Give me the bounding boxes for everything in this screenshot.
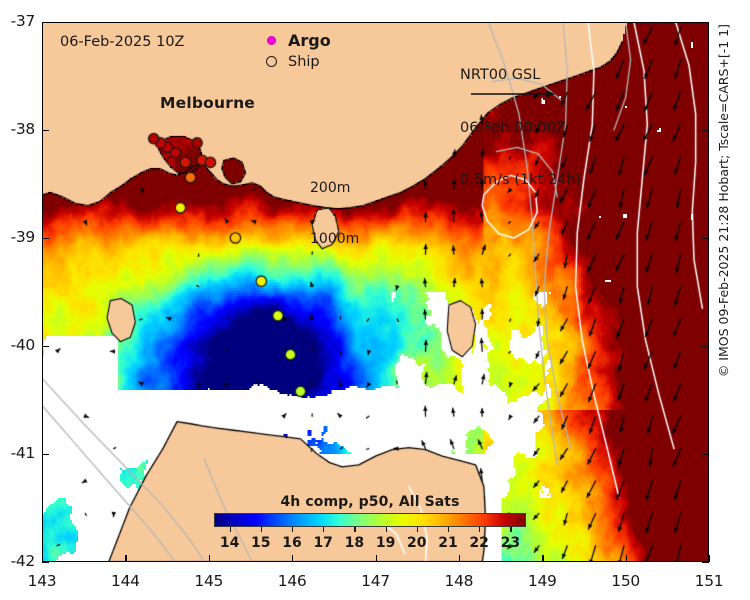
x-tick-label: 145: [194, 572, 224, 590]
x-tick-mark: [458, 555, 461, 562]
colorbar-tick-label: 21: [438, 535, 458, 551]
colorbar-tick-labels: 14 15 16 17 18 19 20 21 22 23: [214, 535, 526, 553]
x-tick-mark: [375, 555, 377, 562]
x-tick-label: 143: [27, 572, 57, 590]
colorbar-tick: [385, 527, 387, 532]
velocity-scale-arrow-icon: [471, 90, 555, 98]
colorbar-tick: [479, 527, 481, 532]
attribution-block: © IMOS 09-Feb-2025 21:28 Hobart; Tscale=…: [713, 22, 733, 562]
x-tick-label: 149: [527, 572, 557, 590]
y-tick-mark: [42, 130, 49, 132]
colorbar-tick: [416, 527, 419, 532]
colorbar-tick: [510, 527, 512, 532]
y-tick-mark: [42, 22, 49, 24]
x-tick-mark: [292, 555, 294, 562]
y-tick-label: -39: [10, 228, 36, 246]
colorbar-tick: [229, 527, 231, 532]
colorbar-gradient: [214, 513, 526, 527]
model-info-block: NRT00 GSL 06-Feb 00:00Z 0.5m/s (1kt 24h): [460, 32, 581, 225]
y-tick-mark: [702, 22, 709, 24]
y-tick-mark: [702, 346, 709, 348]
y-tick-label: -37: [10, 12, 36, 30]
x-tick-mark: [42, 555, 44, 562]
y-tick-label: -42: [10, 552, 36, 570]
colorbar-tick-label: 20: [407, 535, 427, 551]
y-tick-label: -38: [10, 120, 36, 138]
ship-circle-icon: [260, 56, 282, 67]
x-tick-label: 146: [277, 572, 307, 590]
y-tick-mark: [702, 454, 709, 456]
colorbar-tick-label: 22: [469, 535, 489, 551]
x-tick-mark: [208, 555, 211, 562]
legend-row-ship: Ship: [260, 51, 331, 72]
x-tick-label: 151: [694, 572, 724, 590]
x-tick-mark: [709, 555, 711, 562]
model-name: NRT00 GSL: [460, 67, 541, 83]
colorbar-tick-label: 16: [282, 535, 302, 551]
x-tick-label: 148: [444, 572, 474, 590]
x-tick-label: 144: [111, 572, 140, 590]
bathymetry-contour-label: 200m 1000m: [310, 146, 359, 282]
colorbar-tick: [354, 527, 356, 532]
argo-dot-icon: [260, 36, 282, 45]
y-tick-mark: [42, 454, 49, 456]
colorbar-tick-label: 15: [251, 535, 271, 551]
attribution-text: © IMOS 09-Feb-2025 21:28 Hobart; Tscale=…: [715, 24, 731, 378]
timestamp-label: 06-Feb-2025 10Z: [60, 34, 185, 50]
colorbar-tick-label: 17: [313, 535, 333, 551]
y-tick-mark: [42, 238, 49, 240]
x-tick-mark: [625, 555, 627, 562]
legend-row-argo: Argo: [260, 30, 331, 51]
y-tick-label: -41: [10, 444, 36, 462]
x-tick-mark: [542, 555, 544, 562]
colorbar-tick-label: 19: [375, 535, 396, 551]
legend-label-ship: Ship: [288, 53, 320, 70]
colorbar-tick-label: 18: [344, 535, 365, 551]
y-tick-mark: [42, 346, 49, 348]
y-tick-mark: [702, 130, 709, 132]
legend-label-argo: Argo: [288, 31, 331, 50]
colorbar-tick: [292, 527, 294, 532]
x-tick-label: 147: [361, 572, 390, 590]
map-plot-area[interactable]: 06-Feb-2025 10Z Argo Ship NRT00 GSL 06-F…: [42, 22, 709, 562]
bathymetry-1000m: 1000m: [310, 231, 360, 247]
model-time: 06-Feb 00:00Z: [460, 119, 566, 136]
marker-legend: Argo Ship: [260, 30, 331, 72]
x-tick-mark: [125, 555, 127, 562]
colorbar-ticks: [214, 527, 526, 535]
y-tick-mark: [702, 562, 709, 564]
colorbar-tick: [260, 527, 263, 532]
contour-and-vector-overlay: [42, 22, 709, 562]
bathymetry-200m: 200m: [310, 180, 351, 196]
x-tick-label: 150: [611, 572, 640, 590]
colorbar-tick-label: 14: [219, 535, 240, 551]
y-tick-label: -40: [10, 336, 36, 354]
place-label-melbourne: Melbourne: [160, 94, 256, 112]
colorbar: 4h comp, p50, All Sats 14 15 16 17 18 19 20 21 2…: [214, 494, 526, 553]
y-tick-mark: [702, 238, 709, 240]
colorbar-title: 4h comp, p50, All Sats: [280, 494, 460, 510]
colorbar-tick-label: 23: [500, 535, 521, 551]
colorbar-tick: [448, 527, 450, 532]
model-velocity-scale: 0.5m/s (1kt 24h): [460, 172, 582, 188]
colorbar-tick: [323, 527, 325, 532]
y-tick-mark: [42, 562, 49, 564]
